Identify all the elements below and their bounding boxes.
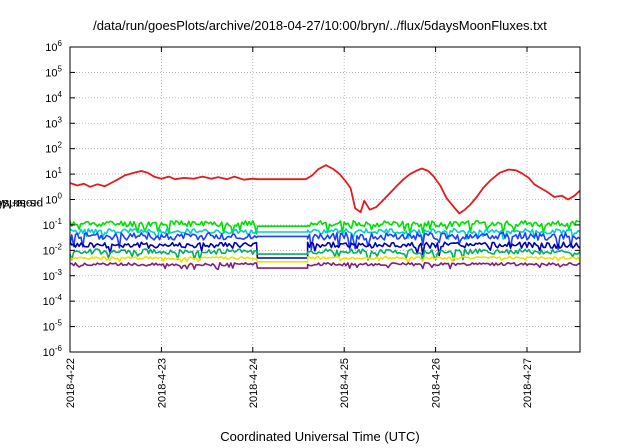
series-line-1 <box>69 219 581 236</box>
y-tick-label: 10-5 <box>43 319 63 334</box>
x-tick-label: 2018-4-26 <box>431 358 443 408</box>
series-line-4 <box>69 241 581 259</box>
x-axis-label: Coordinated Universal Time (UTC) <box>220 429 420 444</box>
y-tick-label: 10-3 <box>43 268 63 283</box>
series-line-7 <box>70 262 581 271</box>
series-line-5 <box>69 248 581 262</box>
y-tick-label: 100 <box>45 192 62 207</box>
x-tick-label: 2018-4-24 <box>248 358 260 408</box>
y-tick-label: 104 <box>45 90 62 105</box>
chart-title: /data/run/goesPlots/archive/2018-04-27/1… <box>93 18 547 33</box>
y-tick-label: 103 <box>45 115 62 130</box>
y-tick-label: 105 <box>45 64 62 79</box>
y-axis: 10-6 10-5 10-4 10-3 10-2 10-1 100 101 102 103 104 1… <box>43 39 580 359</box>
x-tick-label: 2018-4-25 <box>339 358 351 408</box>
series-line-3 <box>69 231 581 251</box>
x-tick-label: 2018-4-22 <box>65 358 77 408</box>
y-tick-label: 106 <box>45 39 62 54</box>
series-line-2 <box>69 227 581 241</box>
y-tick-label: 10-4 <box>43 293 63 308</box>
series-line-0 <box>69 164 581 215</box>
y-tick-label: 10-2 <box>43 242 63 257</box>
x-tick-label: 2018-4-23 <box>156 358 168 408</box>
y-tick-label: 102 <box>45 141 62 156</box>
y-tick-label: 10-1 <box>43 217 63 232</box>
y-tick-label: 10-6 <box>43 344 63 359</box>
series-group <box>69 164 581 271</box>
series-line-6 <box>69 255 581 264</box>
grid <box>70 47 580 352</box>
x-tick-label: 2018-4-27 <box>522 358 534 408</box>
y-tick-label: 101 <box>45 166 62 181</box>
x-axis: 2018-4-22 2018-4-23 2018-4-24 2018-4-25 2018… <box>65 47 534 408</box>
